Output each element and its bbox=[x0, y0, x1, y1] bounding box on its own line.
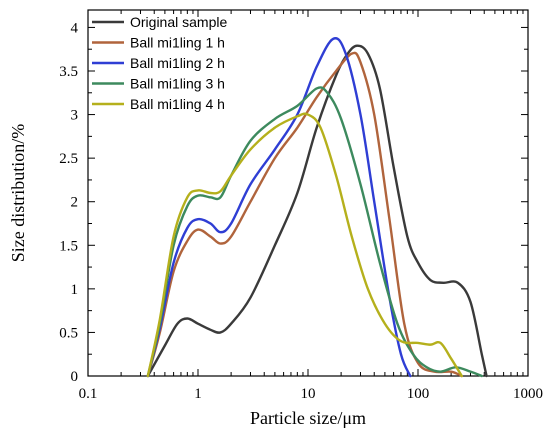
x-tick-label: 10 bbox=[301, 386, 316, 402]
y-tick-label: 2 bbox=[71, 195, 79, 211]
legend-label-3: Ball mi1ling 2 h bbox=[130, 55, 225, 71]
y-tick-label: 4 bbox=[71, 20, 79, 36]
x-tick-label: 100 bbox=[407, 386, 430, 402]
y-tick-label: 3.5 bbox=[59, 64, 78, 80]
legend: Original sample Ball mi1ling 1 h Ball mi1l… bbox=[92, 14, 227, 112]
y-axis: 0 0.5 1 1.5 2 2.5 3 3.5 4 bbox=[59, 20, 528, 385]
x-axis-title: Particle size/μm bbox=[250, 408, 366, 428]
series-line-3 bbox=[146, 37, 412, 378]
y-tick-label: 1 bbox=[71, 282, 79, 298]
legend-label-1: Original sample bbox=[130, 14, 227, 30]
y-tick-label: 0.5 bbox=[59, 325, 78, 341]
x-tick-label: 0.1 bbox=[79, 386, 98, 402]
y-axis-title: Size distribution/% bbox=[8, 124, 28, 263]
x-axis: 0.1 1 10 100 1000 bbox=[79, 10, 543, 402]
y-tick-label: 1.5 bbox=[59, 238, 78, 254]
x-tick-label: 1000 bbox=[513, 386, 543, 402]
legend-label-5: Ball mi1ling 4 h bbox=[130, 96, 225, 112]
legend-label-4: Ball mi1ling 3 h bbox=[130, 76, 225, 92]
legend-label-2: Ball mi1ling 1 h bbox=[130, 35, 225, 51]
y-tick-label: 0 bbox=[71, 369, 79, 385]
series-line-5 bbox=[146, 112, 463, 378]
x-tick-label: 1 bbox=[194, 386, 202, 402]
series-line-4 bbox=[146, 86, 483, 378]
series-layer bbox=[146, 37, 488, 378]
series-line-2 bbox=[146, 51, 463, 378]
y-tick-label: 3 bbox=[71, 108, 79, 124]
y-tick-label: 2.5 bbox=[59, 151, 78, 167]
